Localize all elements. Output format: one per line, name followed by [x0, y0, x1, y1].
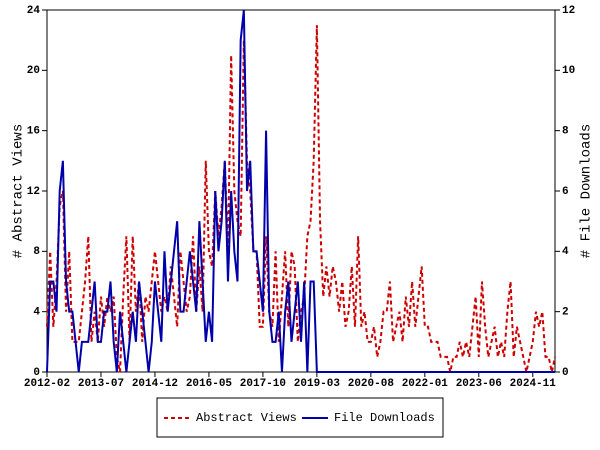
y-tick-label: 16: [27, 126, 40, 138]
y-tick-label: 4: [33, 307, 40, 319]
x-tick-label: 2024-11: [510, 378, 557, 390]
y-tick-label: 20: [27, 65, 40, 77]
x-tick-label: 2013-07: [78, 378, 124, 390]
y2-tick-label: 2: [562, 307, 569, 319]
y2-axis-label: # File Downloads: [579, 124, 595, 258]
x-tick-label: 2023-06: [456, 378, 502, 390]
x-tick-label: 2017-10: [240, 378, 286, 390]
series-line: [46, 9, 555, 373]
series-line: [46, 25, 556, 373]
y2-tick-label: 0: [562, 367, 569, 379]
y-tick-label: 0: [33, 367, 40, 379]
legend-label: Abstract Views: [196, 411, 297, 425]
y2-tick-label: 6: [562, 186, 569, 198]
y2-tick-label: 10: [562, 65, 575, 77]
x-tick-label: 2020-08: [348, 378, 395, 390]
x-tick-label: 2014-12: [132, 378, 178, 390]
y-tick-label: 12: [27, 186, 40, 198]
x-tick-label: 2019-03: [294, 378, 341, 390]
x-tick-label: 2016-05: [186, 378, 233, 390]
x-tick-label: 2022-01: [402, 378, 449, 390]
y-tick-label: 8: [33, 246, 40, 258]
y-tick-label: 24: [27, 5, 41, 17]
x-tick-label: 2012-02: [24, 378, 70, 390]
y2-tick-label: 4: [562, 246, 569, 258]
y-axis-label: # Abstract Views: [11, 124, 27, 258]
legend-label: File Downloads: [334, 411, 435, 425]
legend-box: [156, 397, 444, 438]
y2-tick-label: 8: [562, 126, 569, 138]
y2-tick-label: 12: [562, 5, 575, 17]
